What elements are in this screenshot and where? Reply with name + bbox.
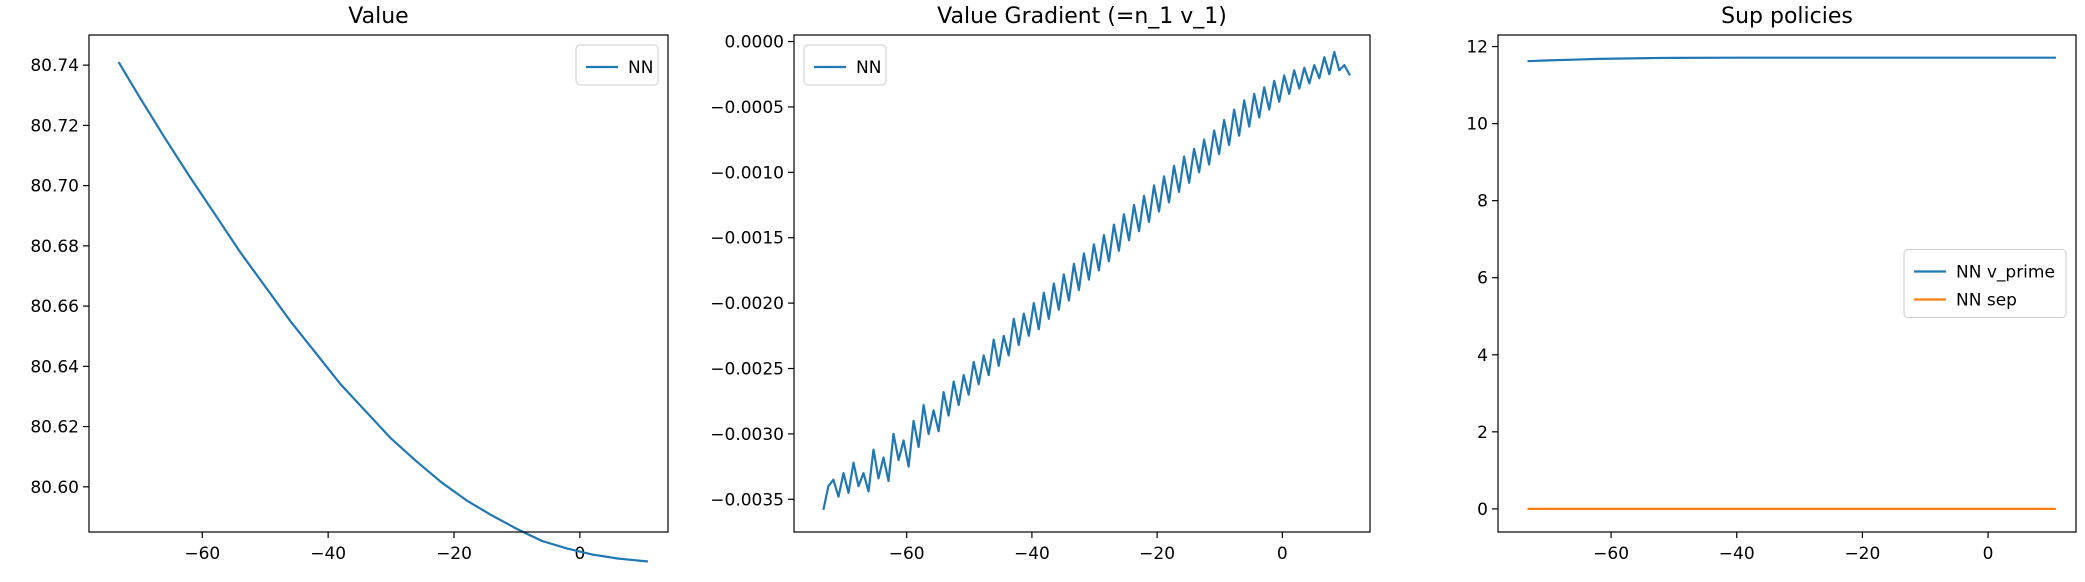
y-tick-label: 80.64 [30, 357, 79, 377]
y-tick-label: 2 [1477, 423, 1488, 443]
plot-area [1527, 56, 2056, 510]
axes-frame [88, 34, 669, 533]
y-tick-label: 0 [1477, 500, 1488, 520]
y-tick-label: 80.72 [30, 116, 79, 136]
legend-box [803, 44, 887, 86]
x-tick-label: −40 [1719, 544, 1755, 564]
y-tick-label: 0.0000 [725, 33, 784, 53]
plot-area [822, 50, 1351, 511]
axes-frame [1497, 34, 2077, 533]
legend: NN [803, 44, 887, 86]
x-tick-label: −40 [310, 544, 346, 564]
y-tick-label: −0.0035 [710, 490, 784, 510]
legend-entry: NN v_prime [1956, 263, 2055, 283]
subplot-sup-policies: Sup policies −60 −40 −20 0 0 2 4 6 8 10 12 NN v_pr… [1466, 4, 2077, 564]
y-tick-label: 12 [1466, 38, 1488, 58]
plot-area [117, 61, 649, 563]
y-tick-label: 80.70 [30, 177, 79, 197]
x-tick-label: 0 [1277, 544, 1288, 564]
y-tick-label: 80.62 [30, 418, 79, 438]
y-tick-label: −0.0025 [710, 360, 784, 380]
legend-box [575, 44, 659, 86]
y-tick-label: 80.74 [30, 56, 79, 76]
x-tick-label: −20 [436, 544, 472, 564]
y-tick-label: 80.68 [30, 237, 79, 257]
legend-entry: NN [856, 58, 881, 78]
legend: NN [575, 44, 659, 86]
series-line [1527, 56, 2056, 63]
y-tick-label: −0.0005 [710, 98, 784, 118]
y-tick-label: −0.0030 [710, 425, 784, 445]
chart-title: Value [348, 4, 408, 29]
chart-title: Value Gradient (=n_1 v_1) [937, 4, 1227, 29]
tick-group: −60 −40 −20 0 0.0000 −0.0005 −0.0010 −0.0015 −0.… [710, 33, 1287, 564]
y-tick-label: 4 [1477, 346, 1488, 366]
y-tick-label: −0.0010 [710, 163, 784, 183]
series-line [822, 50, 1351, 511]
x-tick-label: 0 [574, 544, 585, 564]
y-tick-label: −0.0015 [710, 229, 784, 249]
legend-entry: NN [628, 58, 653, 78]
chart-title: Sup policies [1721, 4, 1853, 29]
x-tick-label: 0 [1983, 544, 1994, 564]
axes-frame [793, 34, 1371, 533]
y-tick-label: 80.66 [30, 297, 79, 317]
x-tick-label: −60 [1593, 544, 1629, 564]
y-tick-label: 80.60 [30, 478, 79, 498]
tick-group: −60 −40 −20 0 80.60 80.62 80.64 80.66 80.68 80.70… [30, 56, 585, 564]
y-tick-label: −0.0020 [710, 294, 784, 314]
x-tick-label: −60 [184, 544, 220, 564]
y-tick-label: 6 [1477, 269, 1488, 289]
tick-group: −60 −40 −20 0 0 2 4 6 8 10 12 [1466, 38, 1993, 564]
legend: NN v_prime NN sep [1903, 249, 2067, 318]
subplot-value-gradient: Value Gradient (=n_1 v_1) −60 −40 −20 0 0.00… [710, 4, 1371, 564]
series-line [117, 61, 649, 563]
y-tick-label: 10 [1466, 115, 1488, 135]
subplot-value: Value −60 −40 −20 0 80.60 80.62 80.64 80.66 80.6… [30, 4, 669, 564]
x-tick-label: −40 [1014, 544, 1050, 564]
x-tick-label: −60 [889, 544, 925, 564]
y-tick-label: 8 [1477, 192, 1488, 212]
legend-entry: NN sep [1956, 291, 2017, 311]
x-tick-label: −20 [1139, 544, 1175, 564]
x-tick-label: −20 [1844, 544, 1880, 564]
